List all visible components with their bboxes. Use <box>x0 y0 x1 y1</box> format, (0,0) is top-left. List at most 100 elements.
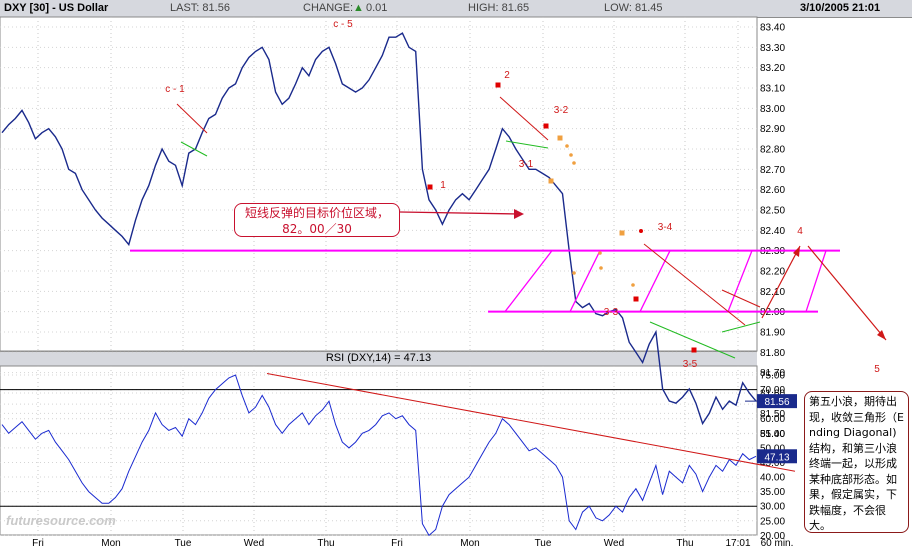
price-y-tick-label: 83.10 <box>760 83 785 94</box>
wave-2-bottom-line <box>505 140 549 149</box>
rsi-y-tick-label: 70.00 <box>760 385 785 396</box>
target-zone-slant <box>569 250 601 312</box>
price-y-tick-label: 81.40 <box>760 429 785 440</box>
price-y-tick-label: 82.50 <box>760 205 785 216</box>
x-tick-label: 17:01 <box>725 538 750 549</box>
price-y-tick-label: 82.90 <box>760 124 785 135</box>
x-tick-label: Mon <box>460 538 479 549</box>
rsi-trendline <box>266 373 796 472</box>
orange-dot <box>631 283 635 287</box>
wave-2-marker <box>495 82 501 88</box>
rsi-series-line <box>1 374 757 537</box>
price-series-line <box>1 32 757 426</box>
wave-five-callout: 第五小浪，期待出现，收敛三角形（Ending Diagonal)结构，和第三小浪… <box>804 391 909 533</box>
price-panel <box>0 16 758 352</box>
price-y-tick-label: 81.70 <box>760 368 785 379</box>
orange-dot <box>569 153 573 157</box>
price-y-tick-label: 81.80 <box>760 348 785 359</box>
projection-down-arrowhead <box>877 330 886 340</box>
price-y-tick-label: 81.90 <box>760 327 785 338</box>
x-tick-label: Thu <box>676 538 693 549</box>
symbol-title: DXY [30] - US Dollar <box>4 2 109 14</box>
price-y-tick-label: 82.10 <box>760 287 785 298</box>
orange-marker <box>548 178 554 184</box>
price-y-tick-label: 83.20 <box>760 63 785 74</box>
orange-dot <box>572 271 576 275</box>
rsi-y-tick-label: 60.00 <box>760 414 785 425</box>
price-y-tick-label: 83.30 <box>760 43 785 54</box>
rsi-y-tick-label: 25.00 <box>760 516 785 527</box>
wave-2-label: 2 <box>504 70 510 81</box>
wave-3-4-label: 3-4 <box>658 222 673 233</box>
orange-marker <box>557 135 563 141</box>
price-y-tick-label: 82.60 <box>760 185 785 196</box>
projection-down-line <box>807 245 887 341</box>
price-y-tick-label: 82.40 <box>760 226 785 237</box>
price-y-tick-label: 82.70 <box>760 165 785 176</box>
projection-up-line <box>761 245 801 319</box>
rsi-y-tick-label: 30.00 <box>760 502 785 513</box>
rsi-badge-text: 47.13 <box>764 452 789 463</box>
x-tick-label: Thu <box>317 538 334 549</box>
target-zone-slant <box>504 250 553 313</box>
watermark: futuresource.com <box>6 513 116 528</box>
rsi-y-tick-label: 75.00 <box>760 371 785 382</box>
wave-3-3-marker <box>633 296 639 302</box>
wave-3-bottom-line <box>649 321 736 359</box>
wave-5-label: 5 <box>874 364 880 375</box>
callout-arrowhead <box>514 209 524 219</box>
x-tick-label: Fri <box>32 538 44 549</box>
wave-five-callout-text: 第五小浪，期待出现，收敛三角形（Ending Diagonal)结构，和第三小浪… <box>809 395 904 532</box>
target-zone-callout: 短线反弹的目标价位区域， 82。00／30 <box>234 203 400 237</box>
x-tick-label: Fri <box>391 538 403 549</box>
orange-dot <box>565 144 569 148</box>
low-price: LOW: 81.45 <box>604 2 663 14</box>
last-price: LAST: 81.56 <box>170 2 230 14</box>
rsi-y-tick-label: 35.00 <box>760 487 785 498</box>
wave-1-label: 1 <box>440 180 446 191</box>
rsi-y-tick-label: 20.00 <box>760 531 785 542</box>
x-tick-label: Mon <box>101 538 120 549</box>
wave-3-2-marker <box>543 123 549 129</box>
rsi-panel <box>0 365 758 536</box>
wave-c5-label: c - 5 <box>333 19 353 30</box>
rsi-y-tick-label: 50.00 <box>760 443 785 454</box>
orange-dot <box>572 161 576 165</box>
rsi-y-tick-label: 55.00 <box>760 429 785 440</box>
wave-3-3-label: 3-3 <box>604 307 619 318</box>
red-dot <box>639 229 643 233</box>
datetime: 3/10/2005 21:01 <box>800 2 881 14</box>
orange-dot <box>599 266 603 270</box>
rsi-title: RSI (DXY,14) = 47.13 <box>325 352 432 364</box>
price-y-tick-label: 82.80 <box>760 144 785 155</box>
change-value: 0.01 <box>366 2 388 14</box>
wave-3-2-label: 3-2 <box>554 105 569 116</box>
rsi-y-tick-label: 45.00 <box>760 458 785 469</box>
price-y-tick-label: 83.40 <box>760 23 785 34</box>
target-zone-callout-line1: 短线反弹的目标价位区域， <box>244 206 389 220</box>
price-y-tick-label: 82.20 <box>760 266 785 277</box>
wave-1-marker <box>427 184 433 190</box>
target-zone-slant <box>727 250 753 312</box>
wave-3-top-line <box>643 243 746 326</box>
wave-c1-bottom-line <box>180 141 208 157</box>
x-tick-label: Wed <box>604 538 624 549</box>
wave-3-5-marker <box>691 347 697 353</box>
ending-diagonal-top <box>721 289 761 308</box>
price-badge <box>757 394 797 409</box>
callout-arrow-line <box>399 211 521 215</box>
orange-marker <box>619 230 625 236</box>
wave-4-label: 4 <box>797 226 803 237</box>
x-axis-unit-label: 60 min. <box>761 538 794 549</box>
projection-up-arrowhead <box>793 246 800 257</box>
target-zone-callout-line2: 82。00／30 <box>282 222 352 236</box>
change-up-icon: ▲ <box>353 2 364 14</box>
orange-dot <box>598 251 602 255</box>
price-y-tick-label: 81.50 <box>760 409 785 420</box>
target-zone-slant <box>805 250 827 312</box>
price-y-tick-label: 81.60 <box>760 388 785 399</box>
wave-3-1-label: 3-1 <box>519 159 534 170</box>
price-y-tick-label: 83.00 <box>760 104 785 115</box>
wave-3-5-label: 3-5 <box>683 359 698 370</box>
